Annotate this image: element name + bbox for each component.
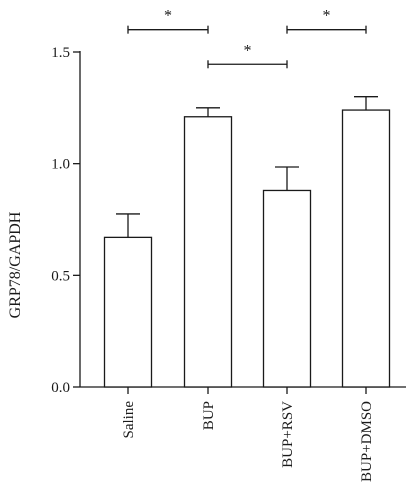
bar	[183, 116, 233, 388]
x-tick-label: Saline	[121, 401, 137, 439]
x-tick-label: BUP+DMSO	[359, 401, 375, 482]
bar	[341, 109, 391, 388]
x-tick-labels: Saline BUP BUP+RSV BUP+DMSO	[121, 401, 375, 482]
bars	[103, 109, 391, 388]
bar	[262, 189, 312, 388]
y-tick-label: 1.5	[51, 45, 70, 61]
significance-star: *	[164, 8, 172, 25]
x-tick-label: BUP+RSV	[280, 401, 296, 468]
significance-brackets: * * *	[127, 8, 367, 69]
y-axis-label: GRP78/GAPDH	[7, 211, 24, 318]
significance-star: *	[244, 42, 252, 59]
y-tick-label: 1.0	[51, 157, 70, 173]
bar	[103, 236, 153, 388]
y-tick-label: 0.0	[51, 380, 70, 396]
significance-star: *	[323, 8, 331, 25]
error-bars	[116, 96, 378, 238]
y-tick-label: 0.5	[51, 268, 70, 284]
x-tick-label: BUP	[201, 401, 217, 430]
